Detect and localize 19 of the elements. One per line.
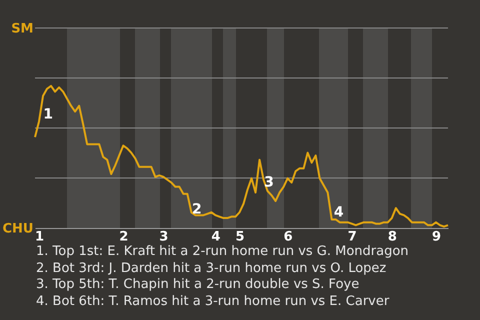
- annotation: 2: [192, 202, 202, 218]
- text: SM: [11, 22, 34, 36]
- x-tick-label: 1: [34, 230, 44, 244]
- annotation: 1: [43, 106, 53, 122]
- x-tick-label: 5: [235, 230, 245, 244]
- x-tick-label: 4: [211, 230, 220, 244]
- x-tick-label: 8: [388, 230, 397, 244]
- annotation: 3: [264, 174, 274, 191]
- x-tick-label: 7: [348, 230, 357, 244]
- text: 4. Bot 6th: T. Ramos hit a 3-run home run vs E. Carver: [36, 294, 390, 310]
- x-tick-label: 9: [432, 230, 441, 244]
- x-tick-label: 3: [159, 230, 168, 244]
- text: CHU: [2, 222, 34, 236]
- annotation: 4: [334, 204, 344, 220]
- text: 3. Top 5th: T. Chapin hit a 2-run double vs S. Foye: [36, 277, 360, 294]
- x-tick-label: 6: [284, 230, 293, 244]
- x-tick-label: 2: [119, 230, 128, 244]
- text: 1. Top 1st: E. Kraft hit a 2-run home run vs G. Mondragon: [36, 244, 409, 260]
- text: 2. Bot 3rd: J. Darden hit a 3-run home run vs O. Lopez: [36, 260, 388, 277]
